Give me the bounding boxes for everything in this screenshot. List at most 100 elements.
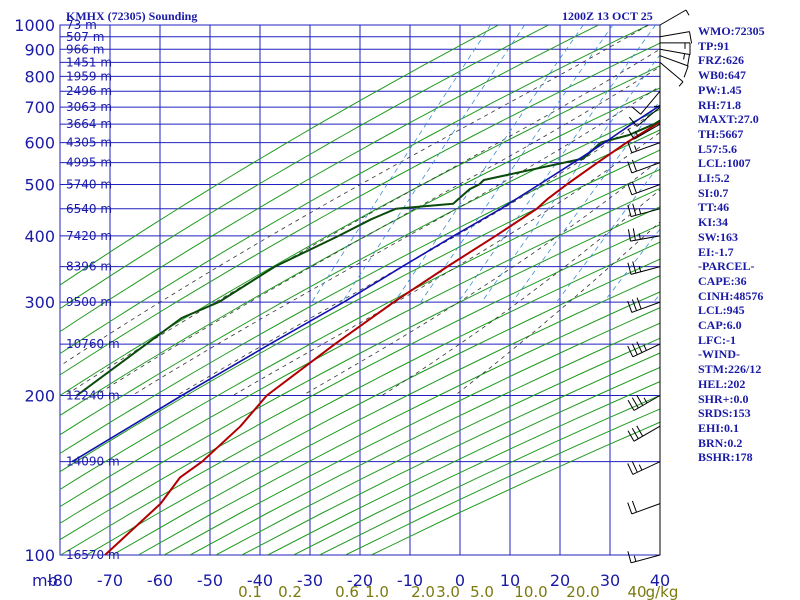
index-value: BRN:0.2 [698,435,743,450]
index-value: BSHR:178 [698,450,753,465]
dry-adiabat [60,168,660,491]
temperature-tick-label: -30 [297,571,323,590]
height-label: 3063 m [66,100,112,114]
mixing-ratio-line [341,25,525,303]
dewpoint-line [76,119,660,397]
wind-barb [627,228,661,242]
index-value: TP:91 [698,38,730,53]
index-value: WMO:72305 [698,24,765,38]
wind-barb [627,297,661,313]
mixing-ratio-line [512,100,660,303]
index-value: LCL:1007 [698,156,751,171]
chart-background-lines [60,25,660,555]
height-label: 1451 m [66,55,112,69]
mixing-ratio-label: 5.0 [470,583,494,600]
index-value: CAP:6.0 [698,318,742,333]
index-value: SW:163 [698,229,739,244]
wind-barb [627,141,661,154]
pressure-tick-label: 600 [24,134,55,153]
height-label: 507 m [66,30,104,44]
dry-adiabat [60,25,599,333]
dry-adiabat [60,108,660,436]
temperature-tick-label: 10 [500,571,520,590]
temperature-tick-label: 40 [650,571,670,590]
index-value: HEL:202 [698,376,746,391]
height-label: 7420 m [66,229,112,243]
dry-adiabat [60,42,660,376]
wind-barb [659,31,693,44]
temperature-tick-label: -10 [397,571,423,590]
dry-adiabat [138,291,660,555]
index-value: EHI:0.1 [698,420,740,435]
dry-adiabat [60,241,660,555]
dry-adiabat [163,307,660,555]
chart-profiles [71,104,660,555]
pressure-tick-label: 900 [24,40,55,59]
height-label: 16570 m [66,548,120,562]
parcel-line [71,104,660,463]
moist-adiabat [60,25,649,367]
pressure-tick-label: 300 [24,293,55,312]
mixing-ratio-line [556,163,660,303]
pressure-tick-label: 800 [24,67,55,86]
wind-barb [627,551,661,564]
wind-barb [627,123,661,140]
temperature-tick-label: -40 [247,571,273,590]
height-label: 966 m [66,42,104,56]
wind-barb [627,341,661,358]
mixing-ratio-label: 0.1 [238,583,262,600]
valid-time: 1200Z 13 OCT 25 [562,9,653,23]
height-label: 10760 m [66,337,120,351]
mixing-ratio-label: 1.0 [365,583,389,600]
dry-adiabat [60,87,660,416]
index-value: WB0:647 [698,68,746,83]
wind-barb [627,461,661,475]
temperature-tick-label: -80 [47,571,73,590]
height-label: 4305 m [66,136,112,150]
wind-barb [627,159,661,174]
index-value: MAXT:27.0 [698,112,759,127]
dry-adiabat [60,149,660,473]
dry-adiabat [112,275,660,555]
index-value: SI:0.7 [698,185,729,200]
wind-barb [659,9,690,26]
index-value: TH:5667 [698,126,744,141]
dry-adiabat [189,322,660,555]
index-value: STM:226/12 [698,362,762,377]
dry-adiabat [60,25,499,286]
mixing-ratio-label: 0.2 [278,583,302,600]
wind-barbs [627,9,693,564]
index-value: KI:34 [698,215,728,230]
pressure-tick-label: 200 [24,386,55,405]
wind-barb [660,42,691,55]
temperature-tick-label: 0 [455,571,465,590]
mixing-ratio-line [311,25,491,303]
index-value: TT:46 [698,200,730,215]
height-label: 14090 m [66,455,120,469]
pressure-tick-label: 700 [24,98,55,117]
pressure-tick-label: 1000 [14,16,55,35]
wind-barb [628,106,661,127]
mixing-ratio-label: 10.0 [514,583,547,600]
temperature-tick-label: 30 [600,571,620,590]
wind-barb [627,394,661,411]
mixing-ratio-label: 40 [627,583,646,600]
index-value: EI:-1.7 [698,244,734,259]
mixing-ratio-line [394,25,584,303]
index-value: PW:1.45 [698,82,742,97]
index-value: LFC:-1 [698,332,736,347]
wind-barb [659,48,690,67]
dry-adiabat [60,25,649,355]
pressure-unit-label: mb [32,571,58,590]
dry-adiabat [60,224,660,541]
dry-adiabat [60,25,549,310]
mixing-ratio-label: 0.6 [335,583,359,600]
wind-barb [627,500,661,515]
height-label: 12240 m [66,388,120,402]
height-label: 9500 m [66,295,112,309]
index-value: SRDS:153 [698,406,751,421]
wind-barb [627,203,661,218]
moist-adiabat [64,48,660,396]
